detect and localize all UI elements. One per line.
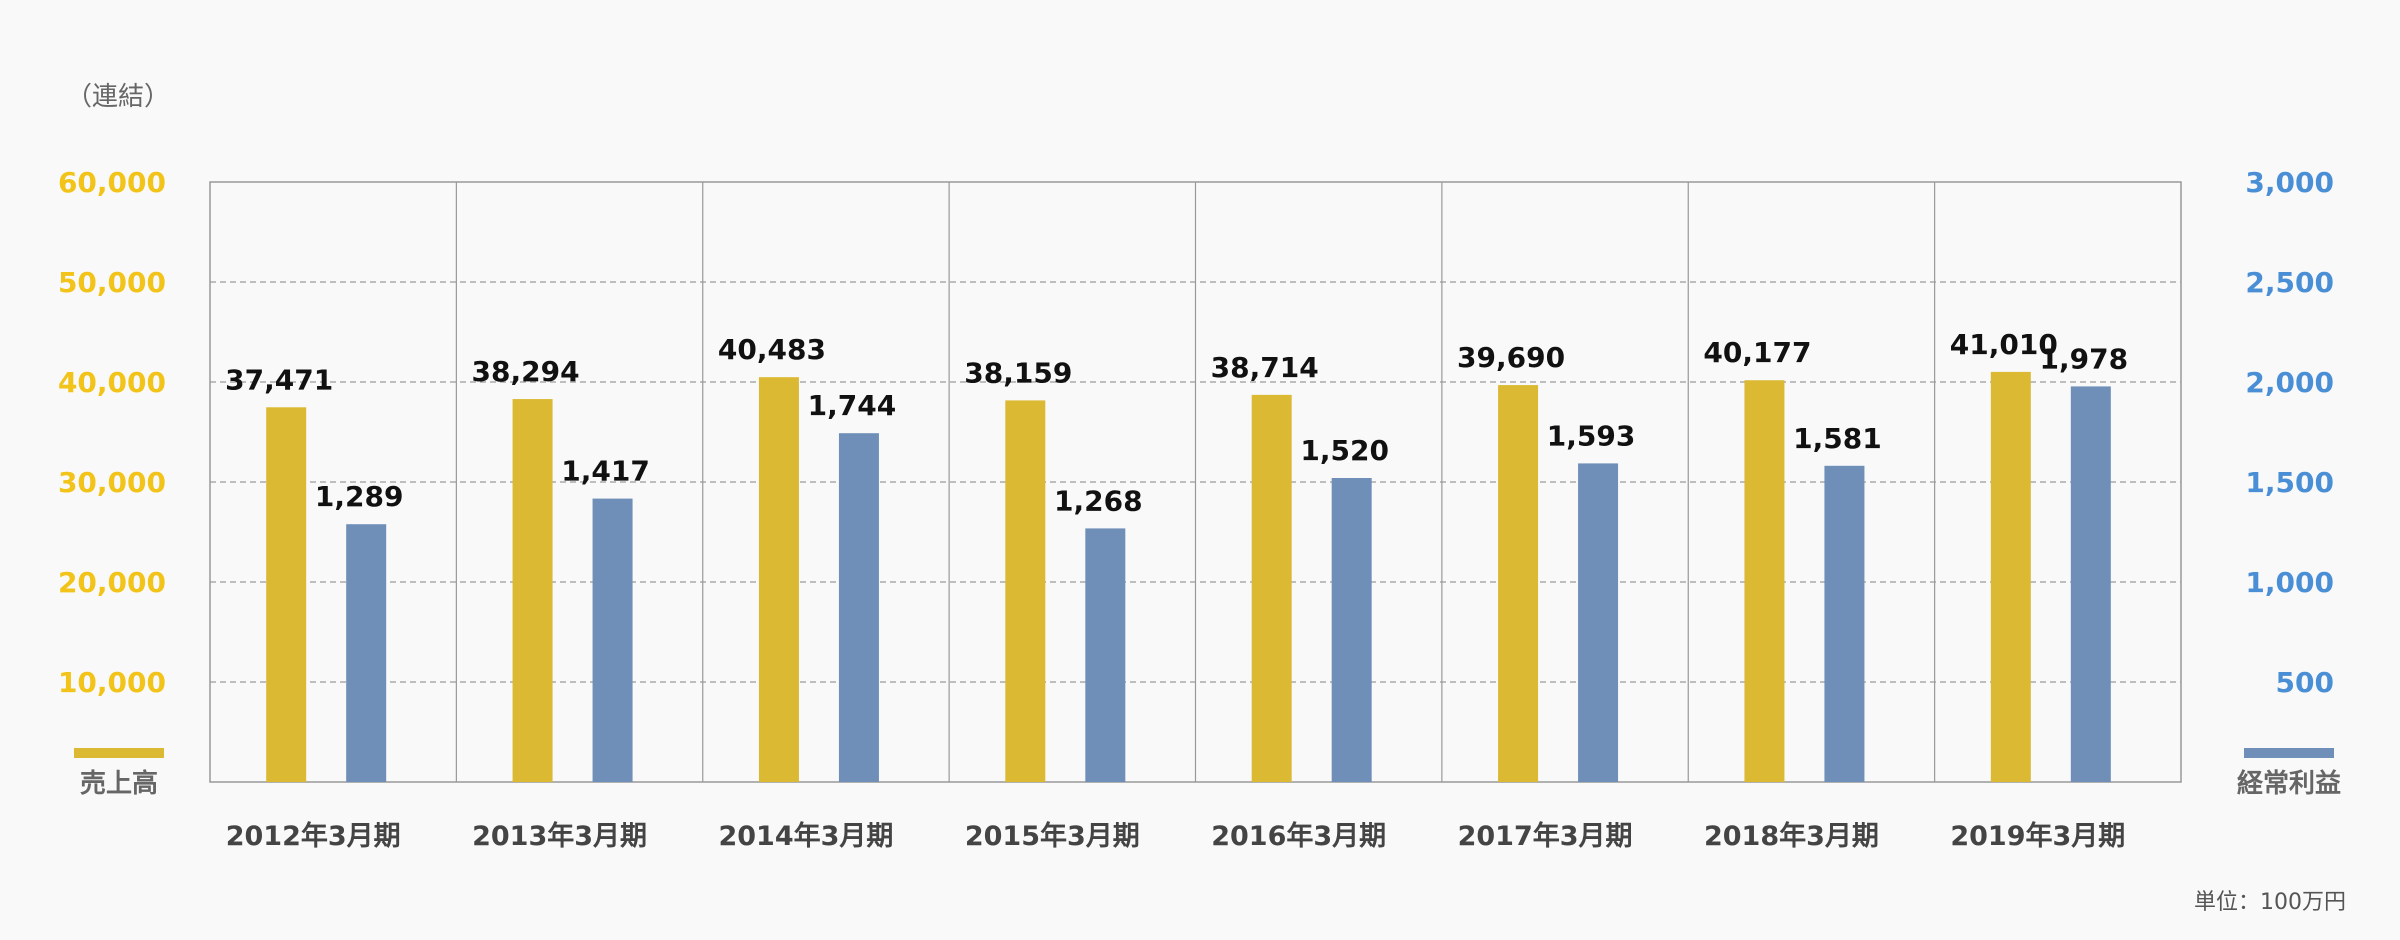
left-tick-label-4: 50,000 (58, 266, 166, 299)
data-label-sales-1: 38,294 (472, 355, 580, 388)
legend-left: 売上高 (74, 748, 164, 799)
x-tick-label-4: 2016年3月期 (1211, 820, 1386, 852)
legend-right: 経常利益 (2237, 748, 2341, 799)
data-label-ordinary-profit-4: 1,520 (1300, 434, 1389, 467)
data-label-sales-7: 41,010 (1950, 328, 2058, 361)
right-tick-label-0: 500 (2276, 666, 2334, 699)
bar-ordinary-profit-0 (346, 524, 387, 782)
x-tick-label-0: 2012年3月期 (226, 820, 401, 852)
data-label-sales-5: 39,690 (1457, 341, 1565, 374)
plot-frame (209, 181, 2182, 783)
category-dividers (455, 182, 1936, 782)
legend-swatch-sales (74, 748, 164, 758)
bar-ordinary-profit-6 (1824, 465, 1865, 782)
data-label-ordinary-profit-6: 1,581 (1793, 422, 1882, 455)
data-label-sales-3: 38,159 (964, 356, 1072, 389)
data-label-ordinary-profit-2: 1,744 (808, 389, 897, 422)
bar-ordinary-profit-1 (592, 498, 633, 782)
left-tick-label-5: 60,000 (58, 166, 166, 199)
scope-label: （連結） (66, 82, 170, 112)
x-tick-label-5: 2017年3月期 (1458, 820, 1633, 852)
right-tick-label-4: 2,500 (2245, 266, 2334, 299)
left-tick-label-2: 30,000 (58, 466, 166, 499)
right-tick-label-1: 1,000 (2245, 566, 2334, 599)
bar-sales-4 (1251, 394, 1292, 782)
data-label-ordinary-profit-3: 1,268 (1054, 484, 1143, 517)
bar-sales-0 (266, 407, 307, 782)
bar-ordinary-profit-7 (2070, 386, 2111, 782)
bar-ordinary-profit-2 (838, 433, 879, 782)
data-label-sales-6: 40,177 (1703, 336, 1811, 369)
data-label-sales-0: 37,471 (225, 363, 333, 396)
data-labels: 37,471 38,294 40,483 38,159 38,714 39,690 40,1… (225, 328, 2128, 518)
data-label-ordinary-profit-7: 1,978 (2040, 342, 2129, 375)
bars (266, 371, 2111, 782)
data-label-ordinary-profit-1: 1,417 (561, 455, 650, 488)
left-axis-tick-labels: 10,000 20,000 30,000 40,000 50,000 60,000 (58, 166, 166, 699)
x-tick-label-6: 2018年3月期 (1704, 820, 1879, 852)
x-tick-label-7: 2019年3月期 (1950, 820, 2125, 852)
bar-sales-6 (1744, 380, 1785, 782)
left-tick-label-3: 40,000 (58, 366, 166, 399)
data-label-ordinary-profit-5: 1,593 (1547, 419, 1636, 452)
right-tick-label-5: 3,000 (2245, 166, 2334, 199)
x-axis-tick-labels: 2012年3月期 2013年3月期 2014年3月期 2015年3月期 2016年3月期… (226, 820, 2126, 852)
data-label-sales-4: 38,714 (1211, 351, 1319, 384)
legend-label-sales: 売上高 (80, 768, 158, 799)
x-tick-label-2: 2014年3月期 (718, 820, 893, 852)
legend-label-ordinary-profit: 経常利益 (2237, 768, 2341, 799)
x-tick-label-1: 2013年3月期 (472, 820, 647, 852)
left-tick-label-0: 10,000 (58, 666, 166, 699)
data-label-ordinary-profit-0: 1,289 (315, 480, 404, 513)
right-tick-label-2: 1,500 (2245, 466, 2334, 499)
bar-sales-3 (1005, 400, 1046, 782)
bar-ordinary-profit-5 (1578, 463, 1619, 782)
bar-ordinary-profit-3 (1085, 528, 1126, 782)
bar-sales-2 (758, 377, 799, 782)
bar-sales-1 (512, 399, 553, 782)
unit-label: 単位：100万円 (2194, 890, 2346, 915)
left-tick-label-1: 20,000 (58, 566, 166, 599)
bar-sales-7 (1990, 371, 2031, 782)
bar-ordinary-profit-4 (1331, 478, 1372, 782)
right-axis-tick-labels: 500 1,000 1,500 2,000 2,500 3,000 (2245, 166, 2334, 699)
right-tick-label-3: 2,000 (2245, 366, 2334, 399)
x-tick-label-3: 2015年3月期 (965, 820, 1140, 852)
bar-sales-5 (1498, 385, 1539, 782)
legend-swatch-ordinary-profit (2244, 748, 2334, 758)
data-label-sales-2: 40,483 (718, 333, 826, 366)
